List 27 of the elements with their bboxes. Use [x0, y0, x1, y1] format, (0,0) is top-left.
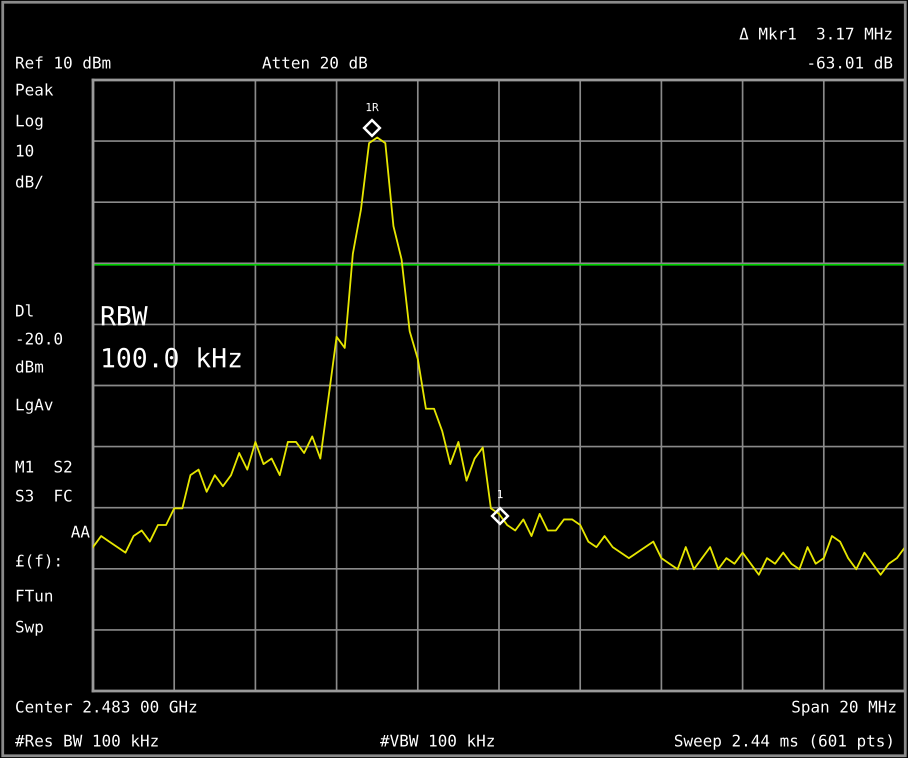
text: Ref 10 dBm: [16, 56, 110, 69]
text: Peak: [16, 83, 54, 96]
text: Center 2.483 00 GHz: [16, 700, 196, 713]
text: FTun: [16, 590, 52, 602]
text: Swp: [16, 620, 43, 636]
text: Sweep 2.44 ms (601 pts): [674, 734, 892, 750]
text: Dl: [16, 304, 33, 316]
text: Log: [16, 114, 42, 130]
text: LgAv: [16, 398, 53, 414]
text: M1 S2: [16, 460, 72, 473]
text: 1R: [366, 102, 379, 112]
annotation: RBW: [102, 306, 148, 326]
text: AA: [71, 526, 90, 538]
annotation: 100.0 kHz: [103, 347, 240, 368]
text: #Res BW 100 kHz: [15, 734, 158, 747]
text: -20.0: [18, 332, 62, 345]
text: dBm: [16, 360, 44, 373]
text: #VBW 100 kHz: [380, 734, 494, 747]
annotation: 1: [498, 490, 503, 498]
text: Span 20 MHz: [792, 700, 896, 716]
text: S3 FC: [16, 490, 72, 502]
text: -63.01 dB: [809, 56, 892, 69]
text: 10: [16, 144, 34, 157]
text: Atten 20 dB: [262, 56, 368, 69]
text: £(f):: [16, 554, 60, 569]
text: Δ Mkr1 3.17 MHz: [739, 27, 892, 40]
text: dB/: [16, 175, 43, 189]
